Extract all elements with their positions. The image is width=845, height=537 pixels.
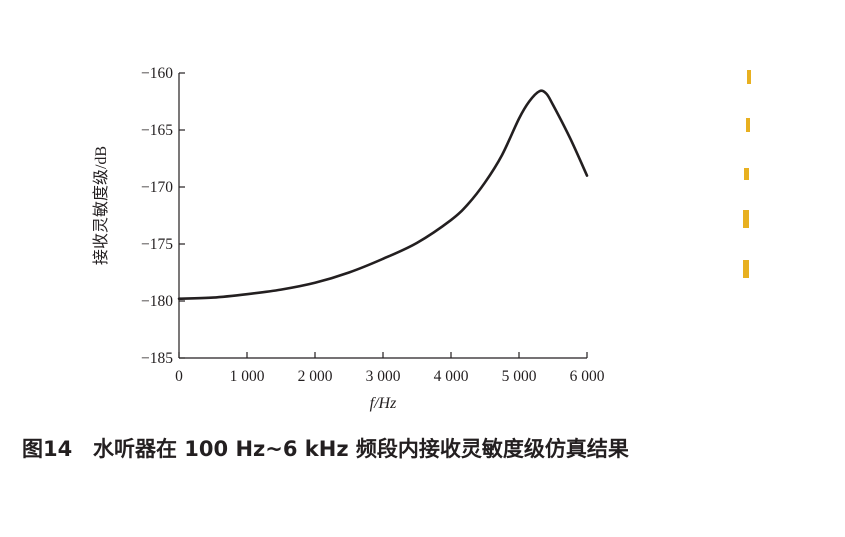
- x-tick-label: 0: [175, 368, 183, 385]
- figure-caption-text: 水听器在 100 Hz~6 kHz 频段内接收灵敏度级仿真结果: [93, 437, 629, 461]
- chart-axes: [178, 73, 587, 359]
- y-tick-label: −165: [141, 122, 173, 139]
- y-tick-label: −170: [141, 179, 173, 196]
- cropped-side-text: [741, 62, 755, 292]
- y-tick-label: −160: [141, 65, 173, 82]
- x-tick-label: 5 000: [502, 368, 537, 385]
- y-axis-label: 接收灵敏度级/dB: [92, 146, 110, 265]
- x-axis-label: f/Hz: [370, 395, 397, 412]
- y-tick-label: −175: [141, 236, 173, 253]
- y-tick-label: −185: [141, 350, 173, 367]
- x-axis-ticks: 0 1 000 2 000 3 000 4 000 5 000 6 000: [175, 352, 605, 385]
- x-tick-label: 3 000: [366, 368, 401, 385]
- figure-number: 图14: [22, 437, 73, 461]
- x-tick-label: 2 000: [298, 368, 333, 385]
- line-chart: −160 −165 −170 −175 −180 −185 0 1 000 2 000 3 00…: [92, 65, 605, 412]
- series-group: [177, 89, 589, 301]
- x-tick-label: 6 000: [570, 368, 605, 385]
- y-axis-ticks: −160 −165 −170 −175 −180 −185: [141, 65, 185, 367]
- y-tick-label: −180: [141, 293, 173, 310]
- x-tick-label: 1 000: [230, 368, 265, 385]
- series-line-0: [177, 89, 589, 301]
- x-tick-label: 4 000: [434, 368, 469, 385]
